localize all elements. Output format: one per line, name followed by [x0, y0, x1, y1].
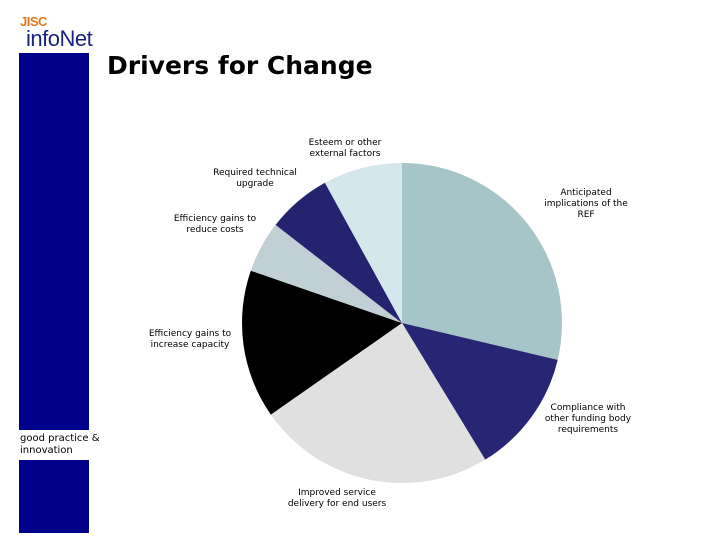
- slice-label-line: Anticipated: [560, 188, 611, 198]
- pie-slice: [402, 323, 558, 460]
- slice-label: Required technical upgrade: [213, 168, 297, 189]
- logo-infonet-text: infoNet: [26, 26, 93, 51]
- slice-label-line: reduce costs: [186, 225, 243, 235]
- jisc-infonet-logo: JISC infoNet: [18, 14, 98, 54]
- slice-label-line: Esteem or other: [309, 138, 382, 148]
- slice-label: Esteem or other external factors: [309, 138, 382, 159]
- slice-label: Efficiency gains to increase capacity: [149, 329, 232, 350]
- slice-label-line: delivery for end users: [288, 499, 387, 509]
- sidebar-label-line-2: innovation: [20, 445, 73, 456]
- slice-label-line: Compliance with: [551, 403, 626, 413]
- slice-label-line: Efficiency gains to: [174, 214, 257, 224]
- slice-label-line: implications of the: [544, 199, 628, 209]
- slice-label-line: increase capacity: [151, 340, 230, 350]
- slice-label-line: Efficiency gains to: [149, 329, 232, 339]
- slice-label-line: Improved service: [298, 488, 376, 498]
- slice-label: Efficiency gains to reduce costs: [174, 214, 257, 235]
- slice-label: Compliance with other funding body require…: [545, 403, 632, 435]
- pie-slice: [270, 323, 486, 483]
- slice-label-line: other funding body: [545, 414, 632, 424]
- slice-label-line: external factors: [310, 149, 381, 159]
- slice-label-line: requirements: [558, 425, 619, 435]
- pie-slice: [324, 163, 402, 323]
- slice-label-line: upgrade: [236, 179, 274, 189]
- pie-slice: [242, 270, 402, 415]
- slice-label-line: REF: [577, 210, 594, 220]
- pie-slice: [275, 182, 402, 323]
- pie-slice: [250, 224, 402, 323]
- slice-label: Anticipated implications of the REF: [544, 188, 628, 220]
- slice-label-line: Required technical: [213, 168, 297, 178]
- sidebar-label: good practice & innovation: [20, 433, 140, 457]
- sidebar-label-background: [19, 430, 101, 460]
- page-title: Drivers for Change: [107, 51, 373, 80]
- slice-label: Improved service delivery for end users: [288, 488, 387, 509]
- logo-jisc-text: JISC: [20, 14, 47, 29]
- sidebar-label-line-1: good practice &: [20, 433, 100, 444]
- pie-slice: [402, 162, 563, 360]
